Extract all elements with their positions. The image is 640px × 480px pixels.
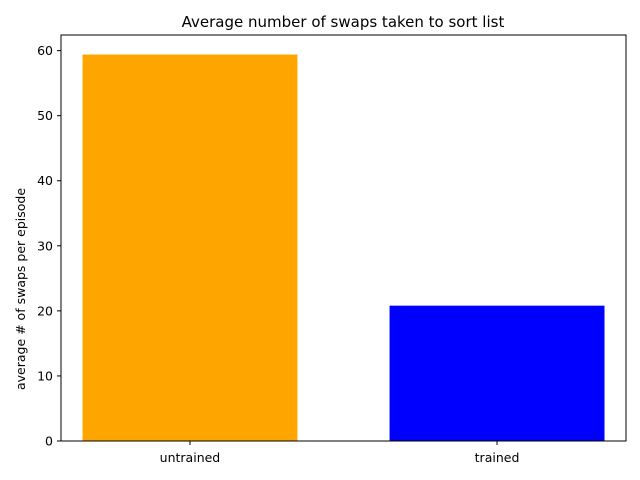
bar-untrained <box>82 54 298 442</box>
y-tick-label: 20 <box>37 303 53 318</box>
x-tick-label: untrained <box>160 450 221 465</box>
y-axis-label: average # of swaps per episode <box>13 188 28 390</box>
x-tick-label: trained <box>475 450 520 465</box>
plot-frame <box>60 34 627 442</box>
y-axis: 0 10 20 30 40 50 60 <box>37 43 61 449</box>
bar-trained <box>389 305 605 441</box>
y-tick-label: 30 <box>37 238 53 253</box>
y-tick-label: 50 <box>37 108 53 123</box>
y-tick-label: 40 <box>37 173 53 188</box>
y-tick-label: 10 <box>37 368 53 383</box>
y-tick-label: 60 <box>37 43 53 58</box>
y-tick-label: 0 <box>45 434 53 449</box>
bars-layer <box>82 54 605 442</box>
x-axis: untrained trained <box>160 441 520 465</box>
chart-title: Average number of swaps taken to sort li… <box>182 13 505 31</box>
